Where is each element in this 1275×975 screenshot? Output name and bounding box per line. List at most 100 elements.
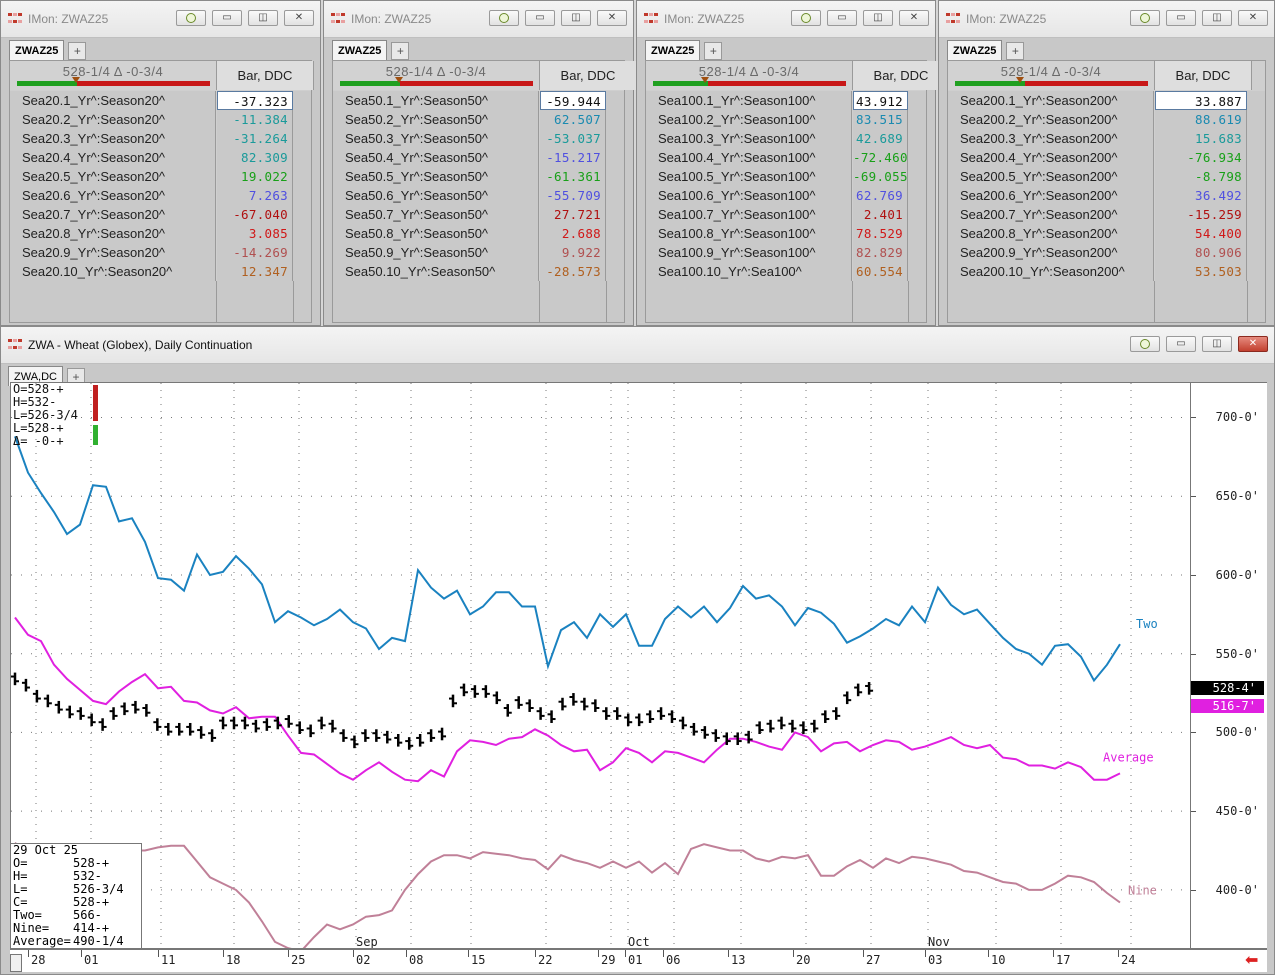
close-button[interactable]: ✕ [597,10,627,26]
tab-symbol[interactable]: ZWAZ25 [332,40,388,60]
table-row[interactable]: Sea50.7_Yr^:Season50^ 27.721 [333,205,624,224]
column-header[interactable]: Bar, DDC [853,61,950,90]
close-button[interactable]: ✕ [899,10,929,26]
table-row[interactable]: Sea100.5_Yr^:Season100^ -69.055 [646,167,926,186]
study-value[interactable]: 60.554 [853,262,908,281]
minimize-button[interactable]: ▭ [1166,336,1196,352]
maximize-button[interactable]: ◫ [863,10,893,26]
scroll-left-arrow-icon[interactable]: ⬅ [1245,952,1259,969]
maximize-button[interactable]: ◫ [1202,336,1232,352]
maximize-button[interactable]: ◫ [248,10,278,26]
link-dot-button[interactable] [1130,336,1160,352]
study-value[interactable]: 33.887 [1155,91,1247,110]
study-value[interactable]: 15.683 [1155,129,1247,148]
study-value[interactable]: 12.347 [217,262,293,281]
study-value[interactable]: -14.269 [217,243,293,262]
study-value[interactable]: -11.384 [217,110,293,129]
link-dot-button[interactable] [489,10,519,26]
tab-symbol[interactable]: ZWAZ25 [947,40,1003,60]
column-header[interactable]: Bar, DDC [217,61,314,90]
study-value[interactable]: 54.400 [1155,224,1247,243]
study-value[interactable]: -55.709 [540,186,606,205]
add-tab-button[interactable]: + [68,42,87,60]
table-row[interactable]: Sea50.5_Yr^:Season50^ -61.361 [333,167,624,186]
table-row[interactable]: Sea50.3_Yr^:Season50^ -53.037 [333,129,624,148]
table-row[interactable]: Sea20.7_Yr^:Season20^ -67.040 [10,205,311,224]
add-tab-button[interactable]: + [1006,42,1025,60]
table-row[interactable]: Sea50.4_Yr^:Season50^ -15.217 [333,148,624,167]
table-row[interactable]: Sea20.9_Yr^:Season20^ -14.269 [10,243,311,262]
table-row[interactable]: Sea100.8_Yr^:Season100^ 78.529 [646,224,926,243]
table-row[interactable]: Sea50.2_Yr^:Season50^ 62.507 [333,110,624,129]
table-row[interactable]: Sea100.2_Yr^:Season100^ 83.515 [646,110,926,129]
link-dot-button[interactable] [1130,10,1160,26]
time-axis[interactable]: 28 01 11 18 25 02 08 15 22 29 01 06 13 20 27 03 10 17 24 [10,949,1267,972]
link-dot-button[interactable] [791,10,821,26]
minimize-button[interactable]: ▭ [827,10,857,26]
minimize-button[interactable]: ▭ [1166,10,1196,26]
study-value[interactable]: 83.515 [853,110,908,129]
column-header[interactable]: Bar, DDC [540,61,637,90]
table-row[interactable]: Sea50.9_Yr^:Season50^ 9.922 [333,243,624,262]
close-button[interactable]: ✕ [1238,10,1268,26]
table-row[interactable]: Sea100.7_Yr^:Season100^ 2.401 [646,205,926,224]
table-row[interactable]: Sea20.4_Yr^:Season20^ 82.309 [10,148,311,167]
table-row[interactable]: Sea20.3_Yr^:Season20^ -31.264 [10,129,311,148]
study-value[interactable]: -69.055 [853,167,908,186]
minimize-button[interactable]: ▭ [525,10,555,26]
table-row[interactable]: Sea200.7_Yr^:Season200^ -15.259 [948,205,1265,224]
table-row[interactable]: Sea20.10_Yr^:Season20^ 12.347 [10,262,311,281]
study-value[interactable]: -31.264 [217,129,293,148]
study-value[interactable]: 62.769 [853,186,908,205]
study-value[interactable]: -67.040 [217,205,293,224]
study-value[interactable]: 2.401 [853,205,908,224]
study-value[interactable]: -76.934 [1155,148,1247,167]
link-dot-button[interactable] [176,10,206,26]
table-row[interactable]: Sea100.4_Yr^:Season100^ -72.460 [646,148,926,167]
imon-titlebar[interactable]: IMon: ZWAZ25 ▭ ◫ ✕ [637,1,935,38]
study-value[interactable]: 3.085 [217,224,293,243]
table-row[interactable]: Sea50.10_Yr^:Season50^ -28.573 [333,262,624,281]
table-row[interactable]: Sea200.9_Yr^:Season200^ 80.906 [948,243,1265,262]
imon-titlebar[interactable]: IMon: ZWAZ25 ▭ ◫ ✕ [324,1,633,38]
study-value[interactable]: 19.022 [217,167,293,186]
study-value[interactable]: 88.619 [1155,110,1247,129]
table-row[interactable]: Sea200.4_Yr^:Season200^ -76.934 [948,148,1265,167]
table-row[interactable]: Sea200.5_Yr^:Season200^ -8.798 [948,167,1265,186]
study-value[interactable]: -59.944 [540,91,606,110]
table-row[interactable]: Sea200.8_Yr^:Season200^ 54.400 [948,224,1265,243]
study-value[interactable]: 7.263 [217,186,293,205]
imon-titlebar[interactable]: IMon: ZWAZ25 ▭ ◫ ✕ [1,1,320,38]
table-row[interactable]: Sea200.10_Yr^:Season200^ 53.503 [948,262,1265,281]
study-value[interactable]: 36.492 [1155,186,1247,205]
study-value[interactable]: 42.689 [853,129,908,148]
table-row[interactable]: Sea200.6_Yr^:Season200^ 36.492 [948,186,1265,205]
study-value[interactable]: 9.922 [540,243,606,262]
table-row[interactable]: Sea100.3_Yr^:Season100^ 42.689 [646,129,926,148]
column-header[interactable]: Bar, DDC [1155,61,1252,90]
table-row[interactable]: Sea50.8_Yr^:Season50^ 2.688 [333,224,624,243]
study-value[interactable]: -53.037 [540,129,606,148]
table-row[interactable]: Sea200.1_Yr^:Season200^ 33.887 [948,91,1265,110]
maximize-button[interactable]: ◫ [1202,10,1232,26]
add-tab-button[interactable]: + [704,42,723,60]
chart-window-titlebar[interactable]: ZWA - Wheat (Globex), Daily Continuation… [1,327,1274,364]
study-value[interactable]: 82.309 [217,148,293,167]
table-row[interactable]: Sea20.2_Yr^:Season20^ -11.384 [10,110,311,129]
study-value[interactable]: -28.573 [540,262,606,281]
time-scroll-thumb[interactable] [10,954,22,972]
study-value[interactable]: 80.906 [1155,243,1247,262]
study-value[interactable]: -37.323 [217,91,293,110]
tab-zwa-dc[interactable]: ZWA,DC [8,366,63,386]
minimize-button[interactable]: ▭ [212,10,242,26]
table-row[interactable]: Sea100.10_Yr^:Sea100^ 60.554 [646,262,926,281]
study-value[interactable]: 82.829 [853,243,908,262]
tab-symbol[interactable]: ZWAZ25 [645,40,701,60]
study-value[interactable]: 43.912 [853,91,908,110]
table-row[interactable]: Sea200.3_Yr^:Season200^ 15.683 [948,129,1265,148]
table-row[interactable]: Sea20.8_Yr^:Season20^ 3.085 [10,224,311,243]
study-value[interactable]: -61.361 [540,167,606,186]
table-row[interactable]: Sea100.1_Yr^:Season100^ 43.912 [646,91,926,110]
price-axis[interactable]: 700-0' 650-0' 600-0' 550-0' 500-0' 450-0' 400-… [1191,382,1267,949]
study-value[interactable]: 2.688 [540,224,606,243]
